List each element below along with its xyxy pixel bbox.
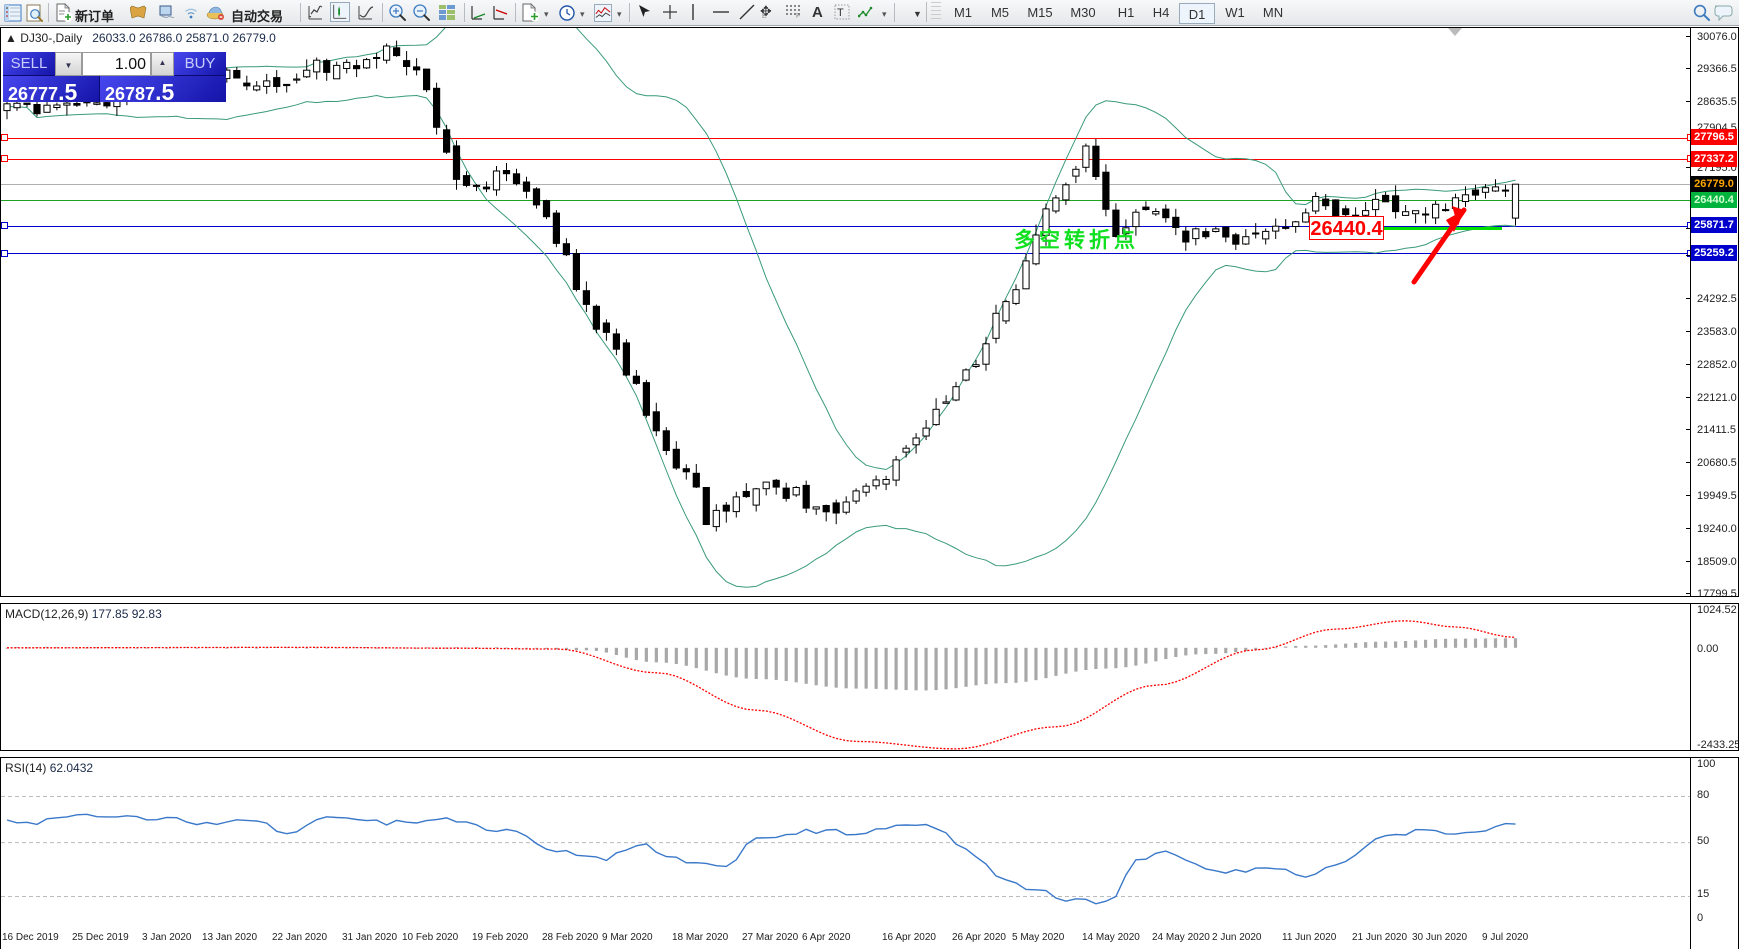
svg-text:T: T [837, 7, 844, 19]
